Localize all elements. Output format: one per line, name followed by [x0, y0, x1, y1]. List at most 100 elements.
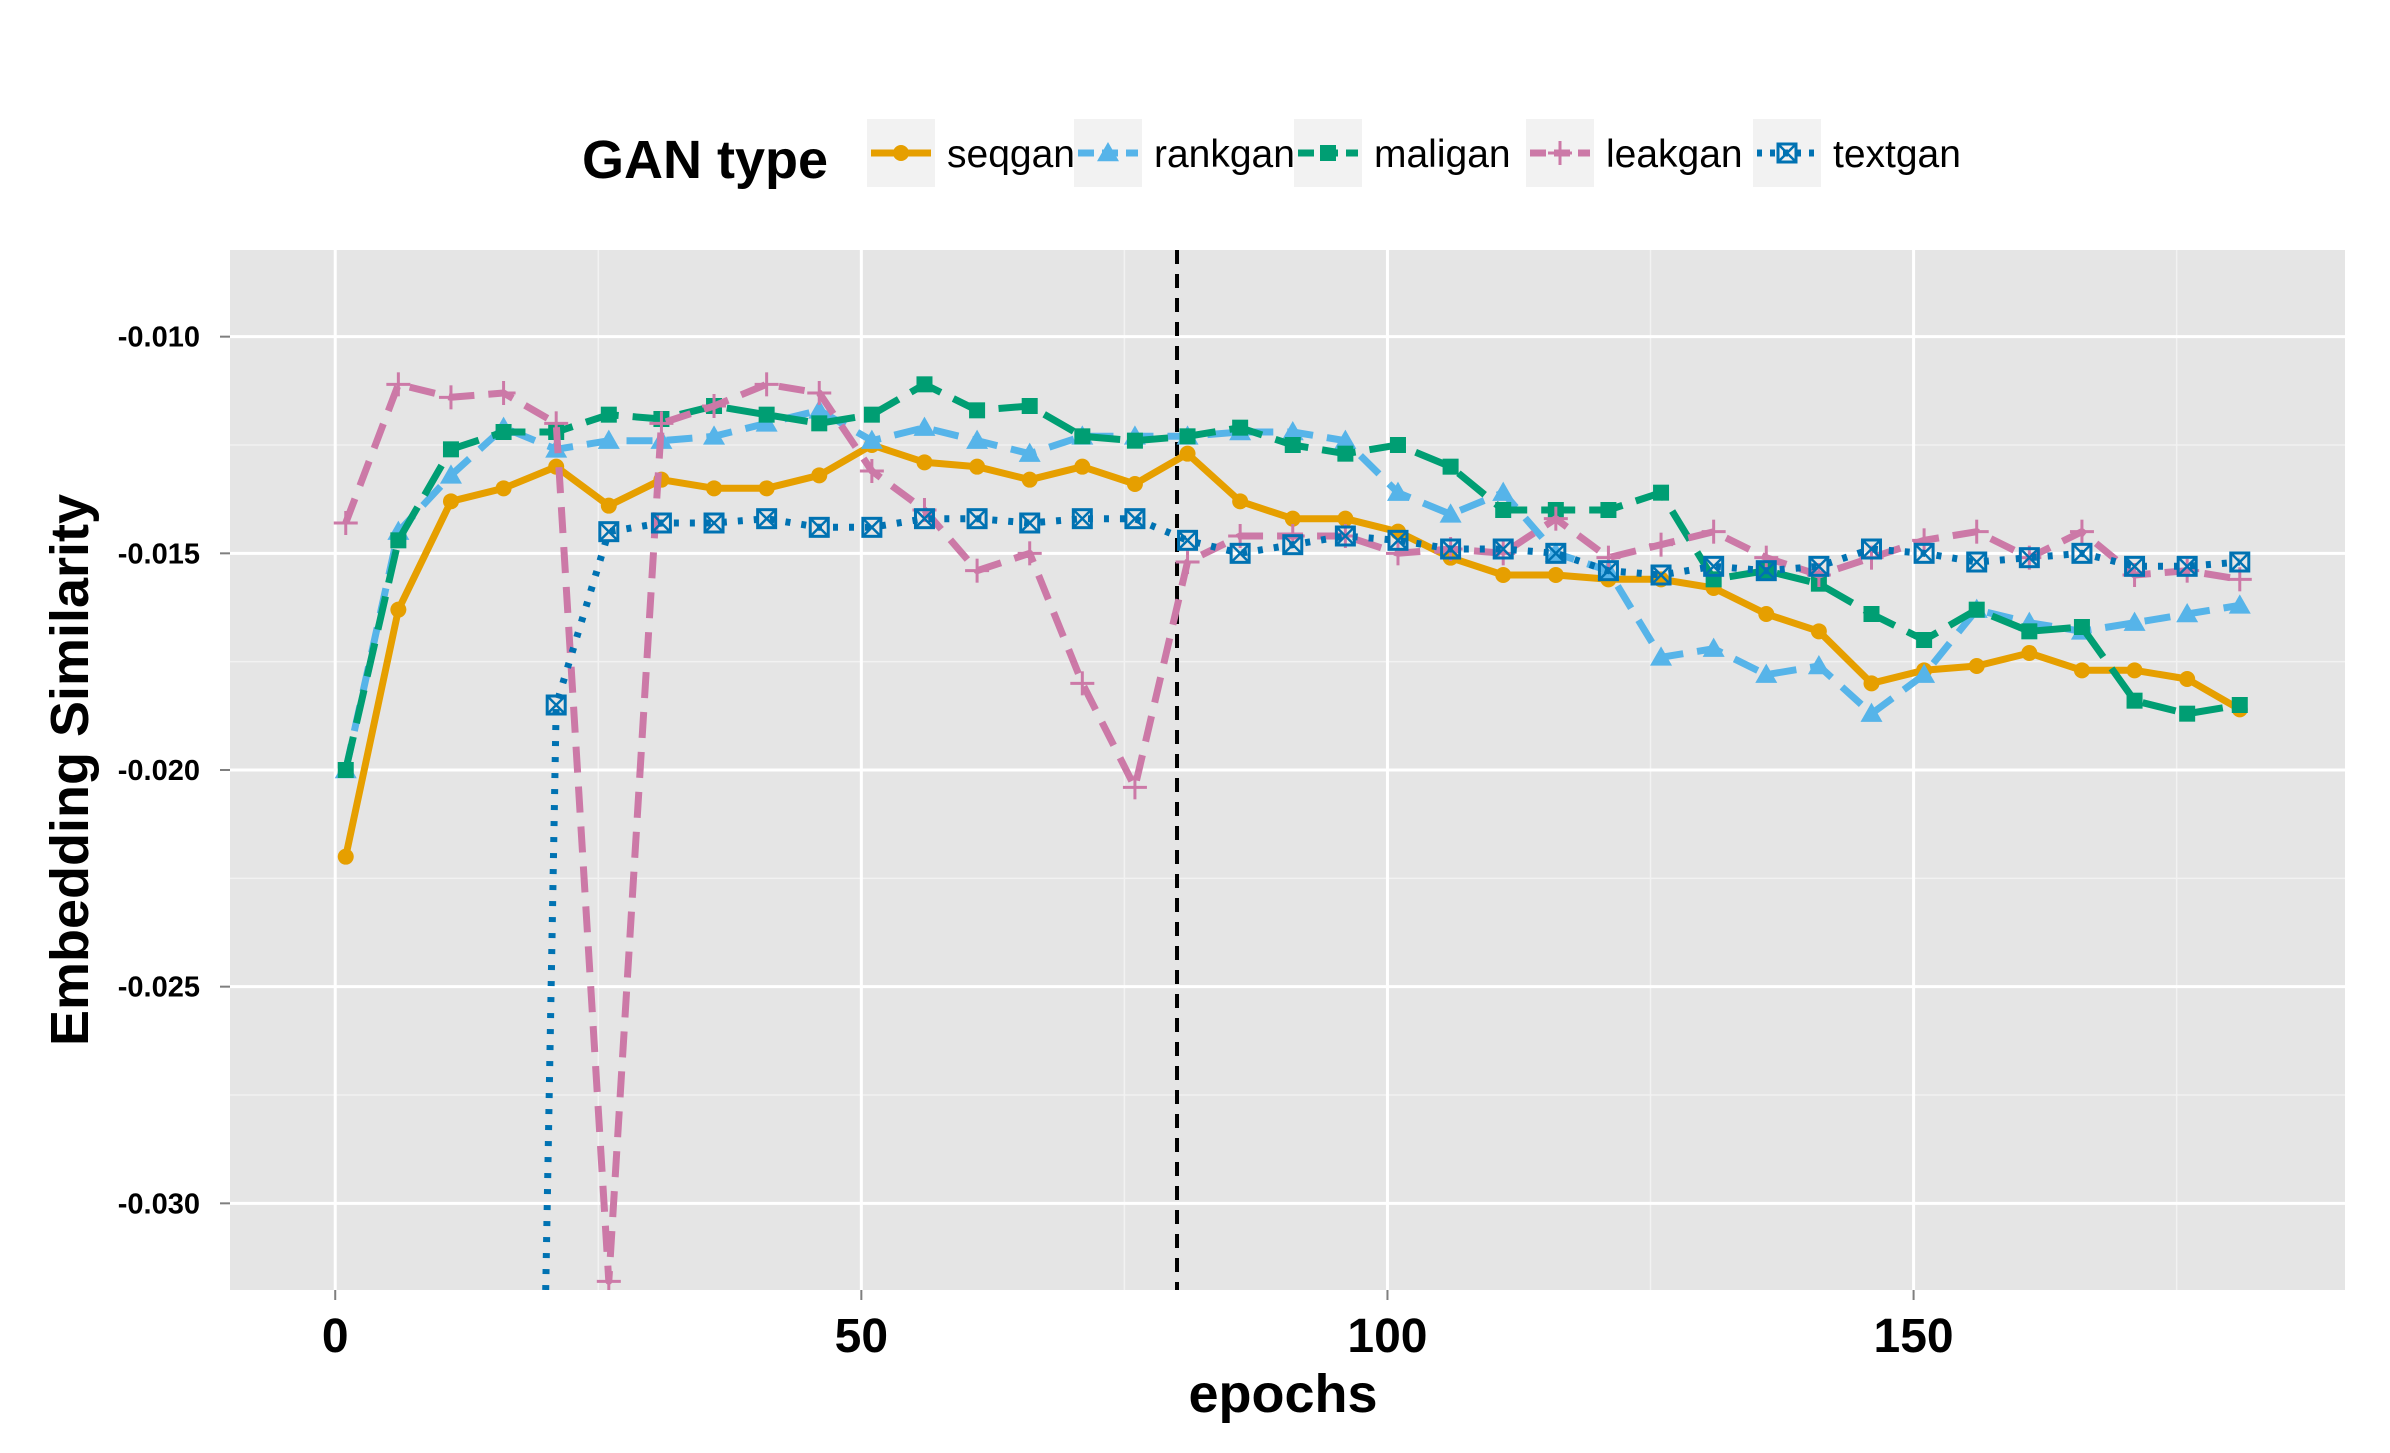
data-point-leakgan [965, 558, 990, 583]
data-point-seqgan [1968, 658, 1985, 674]
legend-item-rankgan: rankgan [1074, 119, 1295, 187]
data-point-leakgan [1070, 671, 1095, 696]
legend-label-seqgan: seqgan [947, 133, 1075, 176]
data-point-seqgan [1547, 567, 1564, 583]
data-point-maligan [1600, 502, 1617, 518]
y-tick-label: -0.010 [118, 322, 200, 354]
data-point-seqgan [1495, 567, 1512, 583]
data-point-maligan [1284, 437, 1301, 453]
legend-title: GAN type [582, 130, 828, 190]
data-point-leakgan [754, 372, 779, 397]
data-point-maligan [969, 402, 986, 419]
data-point-leakgan [1543, 506, 1568, 531]
legend-label-leakgan: leakgan [1606, 133, 1743, 176]
legend-key-marker [1097, 142, 1119, 162]
data-point-rankgan [860, 429, 883, 449]
data-point-textgan [808, 516, 830, 538]
data-point-textgan [1071, 508, 1093, 530]
data-point-leakgan [491, 381, 516, 405]
data-point-rankgan [2228, 594, 2251, 614]
legend-item-textgan: textgan [1753, 119, 1961, 187]
data-point-leakgan [1385, 541, 1410, 566]
data-point-leakgan [702, 394, 727, 418]
data-point-rankgan [966, 429, 989, 449]
data-point-maligan [600, 406, 617, 423]
data-point-seqgan [2179, 671, 2196, 687]
data-point-seqgan [2073, 662, 2090, 679]
x-axis-title: epochs [1188, 1364, 1377, 1424]
legend-item-seqgan: seqgan [867, 119, 1075, 187]
data-point-maligan [1389, 437, 1406, 453]
data-point-maligan [1863, 606, 1880, 622]
data-point-seqgan [1074, 458, 1091, 475]
data-point-textgan [1913, 542, 1935, 564]
data-point-textgan [1808, 555, 1830, 577]
data-point-rankgan [913, 416, 936, 436]
data-point-leakgan [1912, 528, 1937, 553]
data-point-seqgan [706, 480, 723, 497]
data-point-textgan [1229, 542, 1251, 564]
data-point-maligan [390, 532, 407, 549]
data-point-rankgan [1913, 663, 1936, 683]
data-point-textgan [1334, 525, 1356, 547]
data-point-maligan [495, 424, 512, 440]
legend-item-maligan: maligan [1294, 119, 1511, 187]
data-point-textgan [1282, 534, 1304, 556]
x-tick-label: 150 [1874, 1310, 1954, 1363]
data-point-maligan [758, 406, 775, 423]
data-point-maligan [337, 762, 354, 778]
data-point-seqgan [1021, 471, 1038, 488]
series-line-textgan [542, 515, 2241, 1290]
data-point-maligan [1495, 502, 1512, 518]
data-point-textgan [2124, 555, 2146, 577]
data-point-seqgan [758, 480, 775, 497]
y-tick-label: -0.015 [118, 538, 200, 570]
legend-label-maligan: maligan [1374, 133, 1511, 176]
legend: GAN type seqgan rankgan maligan leakgan text… [582, 119, 1961, 190]
data-point-leakgan [438, 385, 463, 410]
data-point-seqgan [1863, 675, 1880, 692]
data-point-leakgan [649, 411, 674, 436]
data-point-leakgan [1122, 775, 1147, 800]
data-point-textgan [2071, 542, 2093, 564]
data-point-textgan [1019, 512, 1041, 534]
data-point-textgan [1703, 555, 1725, 577]
data-point-seqgan [1126, 476, 1143, 492]
data-point-seqgan [1810, 623, 1827, 640]
data-point-rankgan [1702, 637, 1725, 657]
data-point-rankgan [1807, 655, 1830, 675]
data-point-textgan [1387, 529, 1409, 551]
data-point-textgan [1650, 564, 1672, 586]
legend-key-marker [1548, 141, 1572, 165]
data-point-seqgan [2021, 645, 2038, 661]
y-tick-label: -0.030 [118, 1188, 200, 1220]
data-point-maligan [2179, 705, 2196, 722]
y-axis-title: Embedding Similarity [40, 494, 100, 1046]
data-point-maligan [1179, 428, 1196, 445]
data-point-seqgan [1232, 493, 1249, 510]
data-point-rankgan [1334, 429, 1357, 449]
data-point-rankgan [439, 464, 462, 484]
data-point-leakgan [2069, 519, 2094, 544]
data-point-textgan [598, 521, 620, 543]
data-point-seqgan [442, 493, 459, 510]
y-tick-label: -0.020 [118, 755, 200, 787]
data-point-seqgan [1284, 510, 1301, 527]
data-point-seqgan [969, 458, 986, 475]
data-point-textgan [650, 512, 672, 534]
data-point-rankgan [1439, 503, 1462, 523]
data-point-rankgan [1018, 442, 1041, 462]
data-point-textgan [703, 512, 725, 534]
x-axis-ticks: 0 50 100 150 [322, 1290, 1954, 1363]
data-point-maligan [2231, 697, 2248, 713]
data-point-maligan [1126, 432, 1143, 449]
data-point-maligan [916, 376, 933, 393]
data-point-textgan [1597, 560, 1619, 582]
data-point-maligan [1074, 428, 1091, 445]
data-point-maligan [2021, 623, 2038, 640]
grid-major [230, 250, 2345, 1290]
data-point-textgan [1545, 542, 1567, 564]
data-point-maligan [1653, 484, 1670, 501]
data-point-leakgan [544, 411, 569, 436]
data-point-rankgan [2176, 603, 2199, 623]
